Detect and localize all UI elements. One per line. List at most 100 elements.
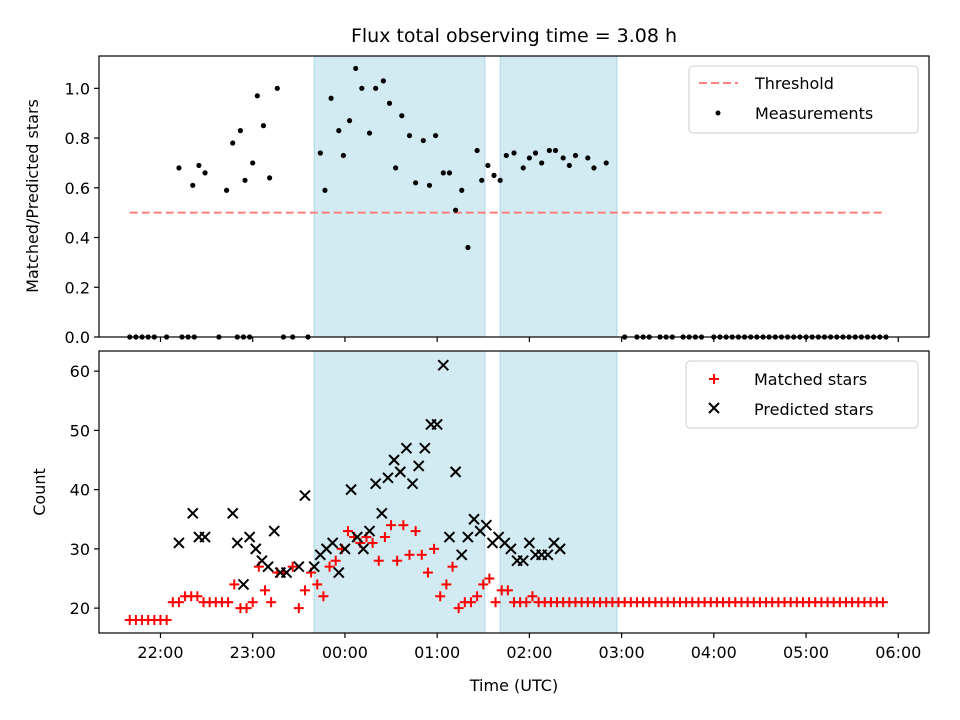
matched-star-point: [241, 603, 252, 614]
measurement-point: [459, 187, 465, 193]
predicted-legend-marker: [708, 402, 720, 414]
matched-star-point: [435, 591, 446, 602]
matched-star-point: [441, 579, 452, 590]
measurement-point: [485, 162, 491, 169]
measurement-point: [426, 182, 433, 188]
top-y-tick-label: 0.8: [65, 129, 90, 148]
predicted-star-point: [388, 454, 400, 466]
x-tick-label: 06:00: [875, 643, 921, 662]
matched-star-point: [379, 532, 390, 543]
matched-star-point: [324, 561, 335, 572]
bottom-y-tick-label: 30: [70, 540, 90, 559]
matched-star-point: [192, 591, 203, 602]
measurement-point: [440, 170, 446, 176]
measurements-legend-label: Measurements: [755, 104, 873, 123]
matched-star-point: [299, 585, 310, 596]
predicted-star-point: [505, 543, 517, 555]
measurement-point: [346, 118, 353, 124]
matched-star-point: [330, 555, 341, 566]
matched-star-point: [318, 591, 329, 602]
predicted-star-point: [363, 525, 376, 537]
predicted-star-point: [443, 531, 456, 543]
matched-star-point: [386, 520, 397, 531]
predicted-star-point: [299, 489, 311, 502]
top-axes-frame: [98, 55, 930, 338]
top-shaded-interval-2: [499, 55, 618, 338]
predicted-star-point: [326, 537, 339, 549]
predicted-star-point: [351, 531, 363, 543]
measurement-point: [196, 162, 202, 169]
predicted-star-point: [542, 549, 554, 561]
predicted-star-point: [523, 537, 536, 549]
predicted-star-point: [554, 543, 566, 555]
measurement-point: [420, 137, 426, 144]
bottom-y-ticks: 20 30 40 50 60: [70, 362, 99, 618]
predicted-star-point: [339, 543, 351, 555]
matched-star-points: [124, 520, 888, 625]
matched-star-point: [247, 597, 258, 608]
top-y-tick-label: 0.0: [65, 328, 90, 347]
matched-star-point: [478, 579, 489, 590]
measurement-point: [479, 177, 485, 183]
measurement-point: [491, 172, 497, 178]
matched-star-point: [453, 603, 464, 614]
matched-star-point: [161, 614, 172, 625]
measurement-point: [359, 85, 365, 91]
measurement-point: [242, 177, 248, 183]
predicted-star-point: [449, 466, 462, 478]
measurement-point: [572, 152, 579, 159]
measurement-point: [353, 65, 359, 72]
measurement-point: [591, 165, 597, 171]
matched-star-point: [229, 579, 240, 590]
predicted-star-point: [462, 531, 474, 543]
x-axis-label: Time (UTC): [469, 676, 558, 695]
predicted-star-point: [517, 555, 529, 567]
top-y-ticks: 0.0 0.2 0.4 0.6 0.8 1.0: [65, 79, 99, 347]
predicted-star-point: [412, 460, 425, 472]
matched-star-point: [404, 549, 415, 560]
matched-star-point: [266, 597, 277, 608]
predicted-star-point: [406, 477, 419, 490]
top-shaded-intervals: [313, 55, 618, 338]
measurement-point: [380, 78, 386, 84]
measurement-point: [399, 113, 405, 119]
measurement-point: [237, 128, 244, 134]
predicted-star-point: [243, 531, 256, 543]
measurement-point: [446, 170, 453, 176]
measurement-point: [603, 160, 609, 166]
measurement-point: [560, 155, 566, 161]
predicted-star-point: [382, 472, 394, 484]
predicted-star-point: [468, 513, 480, 525]
predicted-star-points: [173, 359, 566, 591]
measurement-point: [503, 152, 509, 159]
measurement-point: [373, 85, 379, 91]
bottom-y-axis-label: Count: [30, 468, 49, 516]
top-y-tick-label: 0.6: [65, 179, 90, 198]
measurement-point: [511, 150, 517, 156]
top-y-tick-label: 1.0: [65, 79, 90, 98]
predicted-star-point: [199, 531, 211, 543]
measurement-point: [223, 187, 230, 193]
matched-star-point: [429, 543, 440, 554]
measurement-point: [386, 100, 393, 106]
matched-star-point: [877, 597, 888, 608]
predicted-star-point: [237, 578, 250, 591]
threshold-legend-label: Threshold: [754, 74, 834, 93]
measurement-point: [393, 165, 399, 171]
predicted-star-point: [280, 566, 293, 579]
matched-legend-label: Matched stars: [754, 370, 867, 389]
measurement-point: [566, 162, 572, 169]
predicted-star-point: [369, 477, 382, 490]
measurement-point: [260, 123, 267, 129]
top-y-axis-label: Matched/Predicted stars: [23, 99, 42, 293]
predicted-star-point: [400, 442, 413, 454]
bottom-y-tick-label: 60: [70, 362, 90, 381]
predicted-star-point: [262, 560, 274, 573]
matched-star-point: [502, 585, 513, 596]
measurement-point: [526, 155, 532, 161]
matched-star-point: [410, 526, 421, 537]
x-tick-label: 03:00: [599, 643, 645, 662]
x-tick-label: 23:00: [230, 643, 276, 662]
top-shaded-interval-1: [313, 55, 486, 338]
measurement-point: [250, 160, 256, 166]
